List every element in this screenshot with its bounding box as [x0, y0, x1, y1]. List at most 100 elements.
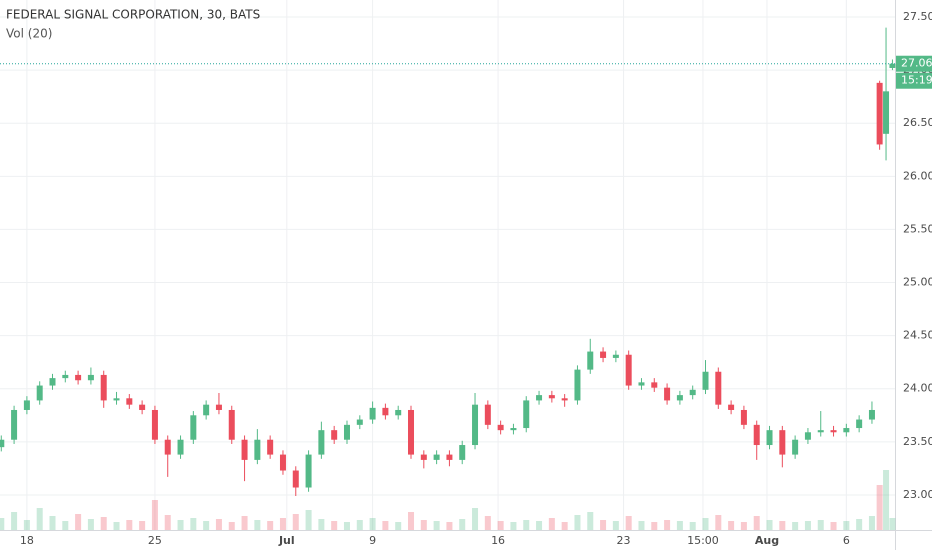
- x-tick-label: Aug: [755, 534, 779, 547]
- x-tick-label: 25: [148, 534, 162, 547]
- volume-pane: [0, 470, 896, 530]
- volume-bar: [753, 516, 760, 530]
- candle-body: [254, 439, 261, 460]
- candle-body: [779, 430, 786, 455]
- volume-bar: [728, 521, 735, 530]
- candle-body: [139, 404, 146, 410]
- volume-bar: [484, 516, 491, 530]
- candle-body: [343, 424, 350, 440]
- candle-body: [177, 439, 184, 455]
- last-price-box: [896, 55, 932, 72]
- candle-body: [889, 63, 896, 68]
- candle-body: [587, 351, 594, 370]
- volume-bar: [62, 521, 69, 530]
- volume-bar: [883, 470, 890, 530]
- candle-body: [664, 387, 671, 401]
- volume-bar: [87, 519, 94, 530]
- y-tick-label: 26.50: [903, 116, 932, 129]
- volume-bar: [561, 522, 568, 530]
- candle-body: [0, 439, 5, 448]
- candle-body: [433, 454, 440, 460]
- candle-body: [49, 378, 56, 386]
- volume-bar: [497, 521, 504, 530]
- volume-bar: [408, 512, 415, 530]
- volume-bar: [876, 485, 883, 530]
- volume-bar: [446, 522, 453, 530]
- volume-bar: [331, 521, 338, 530]
- candle-body: [356, 419, 363, 425]
- volume-bar: [151, 500, 158, 530]
- volume-bar: [676, 521, 683, 530]
- volume-bar: [369, 518, 376, 530]
- volume-bar: [241, 516, 248, 530]
- volume-bar: [139, 521, 146, 530]
- volume-bar: [766, 520, 773, 530]
- volume-bar: [49, 516, 56, 530]
- candle-body: [164, 439, 171, 455]
- candle-body: [267, 439, 274, 455]
- candle-body: [883, 91, 890, 134]
- axes: 23.00 23.50 24.00 24.50 25.00 25.50 26.00 26.50…: [0, 10, 932, 547]
- candle-body: [228, 409, 235, 440]
- x-tick-label: 23: [617, 534, 631, 547]
- candle-body: [472, 404, 479, 446]
- volume-bar: [625, 516, 632, 530]
- candle-body: [126, 398, 133, 405]
- candle-body: [484, 404, 491, 425]
- candle-body: [817, 430, 824, 433]
- volume-bar: [792, 522, 799, 530]
- volume-bar: [715, 515, 722, 530]
- candle-body: [510, 428, 517, 431]
- y-tick-label: 26.00: [903, 169, 932, 182]
- candle-body: [574, 369, 581, 401]
- candle-body: [408, 409, 415, 455]
- volume-bar: [75, 514, 82, 530]
- candle-body: [113, 398, 120, 401]
- candle-body: [318, 430, 325, 455]
- volume-bar: [740, 522, 747, 530]
- candle-body: [279, 454, 286, 471]
- volume-bar: [177, 520, 184, 530]
- countdown-box: [896, 72, 932, 89]
- volume-label: Vol (20): [6, 27, 52, 41]
- volume-bar: [889, 518, 896, 530]
- candle-body: [11, 409, 18, 440]
- candle-body: [23, 400, 30, 410]
- volume-bar: [830, 522, 837, 530]
- y-tick-label: 23.50: [903, 435, 932, 448]
- x-tick-label: 18: [20, 534, 34, 547]
- candle-body: [702, 371, 709, 390]
- volume-bar: [164, 515, 171, 530]
- countdown-label: 15:19: [901, 74, 932, 87]
- volume-bar: [612, 521, 619, 530]
- volume-bar: [817, 520, 824, 530]
- volume-bar: [587, 512, 594, 530]
- y-tick-label: 25.00: [903, 276, 932, 289]
- volume-bar: [651, 522, 658, 530]
- candle-body: [420, 454, 427, 460]
- volume-bar: [228, 522, 235, 530]
- volume-bar: [11, 512, 18, 530]
- candle-body: [151, 409, 158, 440]
- volume-bar: [702, 518, 709, 530]
- volume-bar: [459, 519, 466, 530]
- candle-body: [876, 82, 883, 145]
- candle-body: [740, 409, 747, 425]
- volume-bar: [215, 519, 222, 530]
- candle-body: [689, 389, 696, 396]
- candle-body: [638, 382, 645, 386]
- volume-bar: [23, 520, 30, 530]
- candle-body: [100, 374, 107, 401]
- candle-body: [446, 454, 453, 460]
- candle-body: [331, 430, 338, 440]
- y-tick-label: 27.50: [903, 10, 932, 23]
- volume-bar: [510, 522, 517, 530]
- x-tick-label: 16: [491, 534, 505, 547]
- volume-bar: [190, 518, 197, 530]
- candle-body: [305, 454, 312, 488]
- candle-body: [548, 395, 555, 399]
- volume-bar: [356, 520, 363, 530]
- candle-body: [215, 404, 222, 410]
- volume-bar: [664, 520, 671, 530]
